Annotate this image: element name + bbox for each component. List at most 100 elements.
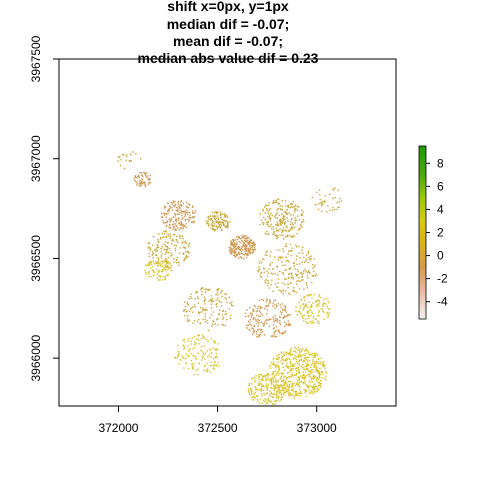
raster-cell	[176, 262, 177, 263]
raster-cell	[203, 309, 204, 310]
raster-cell	[306, 396, 307, 397]
raster-cell	[273, 397, 274, 398]
raster-cell	[207, 368, 208, 369]
raster-cell	[195, 292, 196, 293]
raster-cell	[296, 284, 297, 285]
raster-cell	[302, 279, 303, 280]
raster-cell	[269, 220, 270, 221]
raster-cell	[226, 220, 227, 221]
raster-cell	[185, 251, 186, 252]
raster-cell	[193, 374, 194, 375]
raster-cell	[230, 318, 231, 319]
raster-cell	[285, 290, 286, 291]
raster-cell	[273, 373, 274, 374]
raster-cell	[201, 346, 202, 347]
raster-cell	[287, 253, 288, 254]
raster-cell	[276, 222, 277, 223]
raster-cell	[211, 338, 212, 339]
raster-cell	[261, 321, 262, 322]
raster-cell	[276, 306, 277, 307]
raster-cell	[241, 235, 242, 236]
raster-cell	[249, 392, 250, 393]
raster-cell	[290, 361, 291, 362]
raster-cell	[238, 258, 239, 259]
raster-cell	[259, 300, 260, 301]
raster-cell	[284, 278, 285, 279]
raster-cell	[182, 217, 183, 218]
raster-cell	[173, 217, 174, 218]
raster-cell	[226, 298, 227, 299]
raster-cell	[325, 379, 326, 380]
raster-cell	[204, 301, 205, 302]
raster-cell	[328, 302, 329, 303]
raster-cell	[292, 228, 293, 229]
raster-cell	[266, 279, 267, 280]
raster-cell	[289, 250, 290, 251]
raster-cell	[298, 354, 299, 355]
raster-cell	[297, 380, 298, 381]
raster-cell	[289, 235, 290, 236]
raster-cell	[280, 222, 281, 223]
raster-cell	[203, 354, 204, 355]
raster-cell	[278, 204, 279, 205]
raster-cell	[213, 358, 214, 359]
raster-cell	[179, 229, 180, 230]
raster-cell	[226, 319, 227, 320]
raster-cell	[155, 254, 156, 255]
raster-cell	[312, 359, 313, 360]
raster-cell	[260, 398, 261, 399]
raster-cell	[269, 299, 270, 300]
raster-cell	[175, 214, 176, 215]
raster-cell	[186, 255, 187, 256]
raster-cell	[170, 252, 171, 253]
raster-cell	[178, 265, 179, 266]
raster-cell	[310, 373, 311, 374]
raster-cell	[242, 241, 243, 242]
raster-cell	[247, 243, 248, 244]
raster-cell	[268, 268, 269, 269]
raster-cell	[276, 392, 277, 393]
raster-cell	[294, 358, 295, 359]
raster-cell	[282, 265, 283, 266]
raster-cell	[265, 254, 266, 255]
raster-cell	[208, 225, 209, 226]
raster-cell	[298, 395, 299, 396]
raster-cell	[211, 295, 212, 296]
raster-cell	[230, 240, 231, 241]
raster-cell	[272, 203, 273, 204]
raster-cell	[303, 389, 304, 390]
raster-cell	[291, 206, 292, 207]
raster-cell	[211, 314, 212, 315]
raster-cell	[301, 359, 302, 360]
raster-cell	[298, 277, 299, 278]
raster-cell	[304, 296, 305, 297]
raster-cell	[273, 404, 274, 405]
raster-cell	[305, 271, 306, 272]
raster-cell	[277, 385, 278, 386]
raster-cell	[289, 370, 290, 371]
raster-cell	[296, 255, 297, 256]
raster-cell	[295, 385, 296, 386]
raster-cell	[231, 243, 232, 244]
raster-cell	[267, 251, 268, 252]
raster-cell	[339, 201, 340, 202]
raster-cell	[167, 212, 168, 213]
raster-cell	[276, 397, 277, 398]
raster-cell	[268, 384, 269, 385]
raster-cell	[197, 369, 198, 370]
raster-cell	[141, 181, 142, 182]
raster-cell	[184, 315, 185, 316]
raster-cell	[241, 251, 242, 252]
raster-cell	[295, 347, 296, 348]
raster-cell	[229, 308, 230, 309]
raster-cell	[285, 257, 286, 258]
raster-cell	[198, 363, 199, 364]
raster-cell	[253, 250, 254, 251]
raster-cell	[316, 274, 317, 275]
raster-cell	[187, 318, 188, 319]
raster-cell	[272, 374, 273, 375]
raster-cell	[162, 266, 163, 267]
raster-cell	[251, 391, 252, 392]
raster-cell	[260, 334, 261, 335]
raster-cell	[301, 272, 302, 273]
